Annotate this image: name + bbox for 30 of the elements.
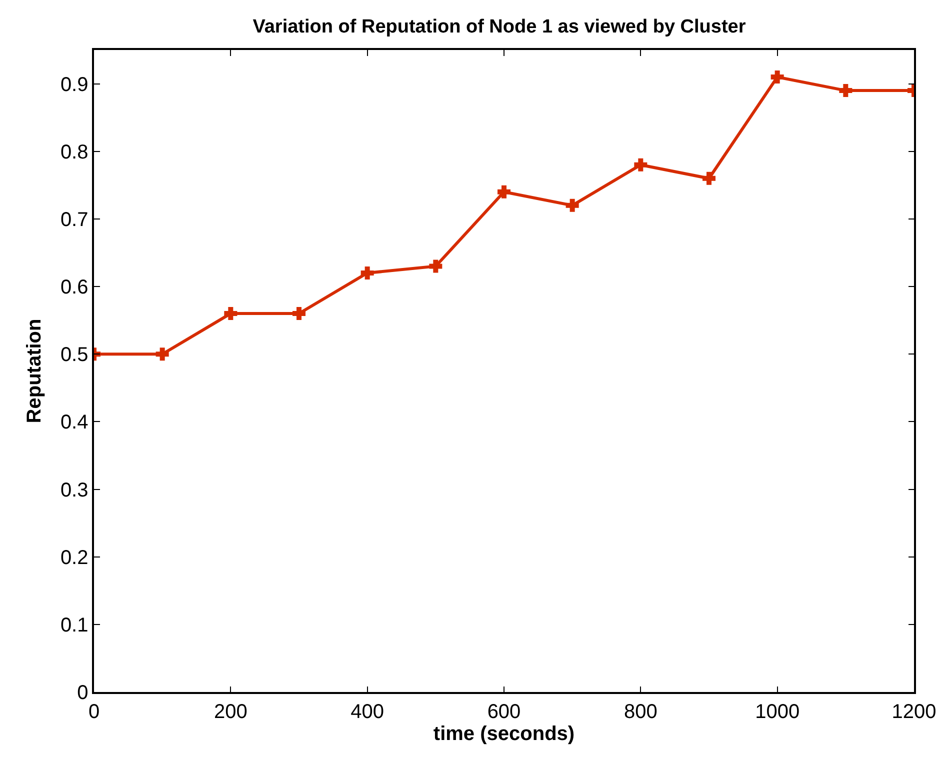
point (429, 260, 442, 273)
point (360, 266, 374, 280)
x-axis-title: time (seconds) (433, 722, 575, 745)
y-axis-title: Reputation (23, 318, 46, 424)
y-tick-label: 0 (77, 682, 88, 704)
point (566, 198, 579, 212)
point (770, 70, 784, 84)
point (839, 84, 852, 98)
x-tick-label: 200 (214, 700, 248, 723)
chart-title: Variation of Reputation of Node 1 as viewed by Cluster (252, 16, 746, 38)
x-tick-label: 400 (350, 700, 384, 723)
x-tick-label: 1200 (892, 700, 936, 723)
point (498, 185, 510, 198)
y-tick-label: 0.6 (60, 276, 88, 299)
y-tick-label: 0.3 (60, 479, 88, 502)
y-tick-label: 0.2 (60, 546, 88, 569)
x-tick-label: 600 (487, 700, 521, 723)
point (224, 307, 238, 320)
x-tick-label: 1000 (755, 700, 800, 723)
point (156, 348, 169, 361)
y-tick-label: 0.5 (60, 344, 88, 366)
y-tick-label: 0.4 (60, 412, 88, 434)
point (292, 307, 306, 320)
point (702, 172, 716, 185)
point (634, 158, 648, 172)
y-tick-label: 0.8 (60, 141, 88, 164)
y-tick-label: 0.7 (60, 208, 88, 231)
x-tick-label: 800 (624, 700, 658, 723)
y-tick-label: 0.1 (60, 614, 88, 636)
y-tick-label: 0.9 (60, 74, 88, 96)
